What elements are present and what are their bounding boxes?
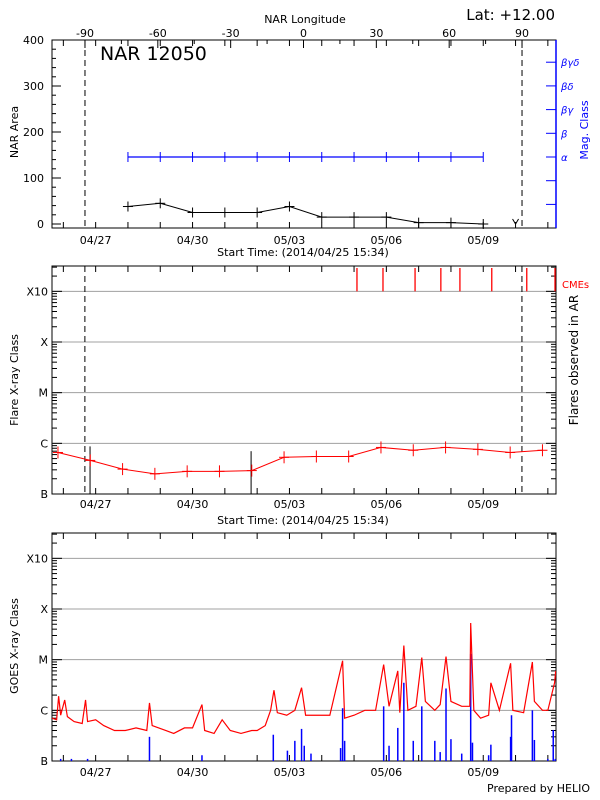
y-tick-label: X10 xyxy=(26,285,48,298)
top-axis-title: NAR Longitude xyxy=(264,13,346,26)
x-axis-title-2: Start Time: (2014/04/25 15:34) xyxy=(217,514,389,527)
x-tick-label: 05/09 xyxy=(467,766,499,779)
x-axis-title-1: Start Time: (2014/04/25 15:34) xyxy=(217,246,389,259)
top-tick-label: 90 xyxy=(515,27,529,40)
x-tick-label: 04/27 xyxy=(80,766,112,779)
top-tick-label: -90 xyxy=(76,27,94,40)
footer-credit: Prepared by HELIO xyxy=(487,782,590,795)
y2-tick-label: β xyxy=(560,129,568,140)
y2-tick-label: βγ xyxy=(560,106,574,117)
chart-title: NAR 12050 xyxy=(100,43,207,65)
y-tick-label: 300 xyxy=(23,80,44,93)
y2-axis-title-ar-flares: Flares observed in AR xyxy=(567,295,581,425)
area-line xyxy=(127,202,484,225)
top-tick-label: 0 xyxy=(300,27,307,40)
x-tick-label: 05/06 xyxy=(370,498,402,511)
y-tick-label: M xyxy=(39,654,49,667)
y-tick-label: C xyxy=(40,704,48,717)
y2-tick-label: α xyxy=(561,153,568,164)
top-tick-label: 30 xyxy=(369,27,383,40)
flare-class-panel: B C M X X10 04/27 04/30 05/03 05/06 05/09 xyxy=(26,265,557,511)
y-axis-title-area: NAR Area xyxy=(8,106,21,158)
x-tick-label: 04/30 xyxy=(177,234,209,247)
y-tick-label: 0 xyxy=(37,218,44,231)
y2-axis-title-magclass: Mag. Class xyxy=(578,100,591,159)
plot-frame xyxy=(51,265,557,495)
nar-area-panel: 0 100 200 300 400 α β βγ βδ βγδ -90 -60 -30 0 30 60 90 04… xyxy=(23,27,579,247)
x-tick-label: 05/06 xyxy=(370,766,402,779)
goes-xray-panel: B C M X X10 04/27 04/30 05/03 05/06 05/09 xyxy=(26,532,557,779)
x-tick-label: 05/03 xyxy=(274,234,306,247)
y-tick-label: 400 xyxy=(23,34,44,47)
latitude-label: Lat: +12.00 xyxy=(466,6,555,24)
x-tick-label: 05/09 xyxy=(467,234,499,247)
cme-label: CMEs xyxy=(562,280,589,291)
top-tick-label: 60 xyxy=(442,27,456,40)
y-tick-label: M xyxy=(39,387,49,400)
y2-tick-label: βδ xyxy=(560,82,574,93)
y-tick-label: X10 xyxy=(26,552,48,565)
x-tick-label: 04/30 xyxy=(177,498,209,511)
arrow-down-icon xyxy=(512,218,519,225)
x-tick-label: 05/03 xyxy=(274,766,306,779)
y-axis-title-goes: GOES X-ray Class xyxy=(8,598,21,694)
y-tick-label: 200 xyxy=(23,126,44,139)
y-tick-label: X xyxy=(40,336,48,349)
x-tick-label: 04/27 xyxy=(80,498,112,511)
x-tick-label: 04/27 xyxy=(80,234,112,247)
y-tick-label: X xyxy=(40,603,48,616)
top-tick-label: -60 xyxy=(149,27,167,40)
y-tick-label: 100 xyxy=(23,172,44,185)
x-tick-label: 04/30 xyxy=(177,766,209,779)
y2-tick-label: βγδ xyxy=(560,58,579,69)
x-tick-label: 05/03 xyxy=(274,498,306,511)
y-axis-title-flare: Flare X-ray Class xyxy=(8,334,21,426)
y-tick-label: B xyxy=(40,488,48,501)
top-tick-label: -30 xyxy=(222,27,240,40)
y-tick-label: C xyxy=(40,437,48,450)
x-tick-label: 05/09 xyxy=(467,498,499,511)
goes-long-line xyxy=(52,622,556,735)
flare-class-line xyxy=(57,446,543,475)
x-tick-label: 05/06 xyxy=(370,234,402,247)
y-tick-label: B xyxy=(40,755,48,768)
